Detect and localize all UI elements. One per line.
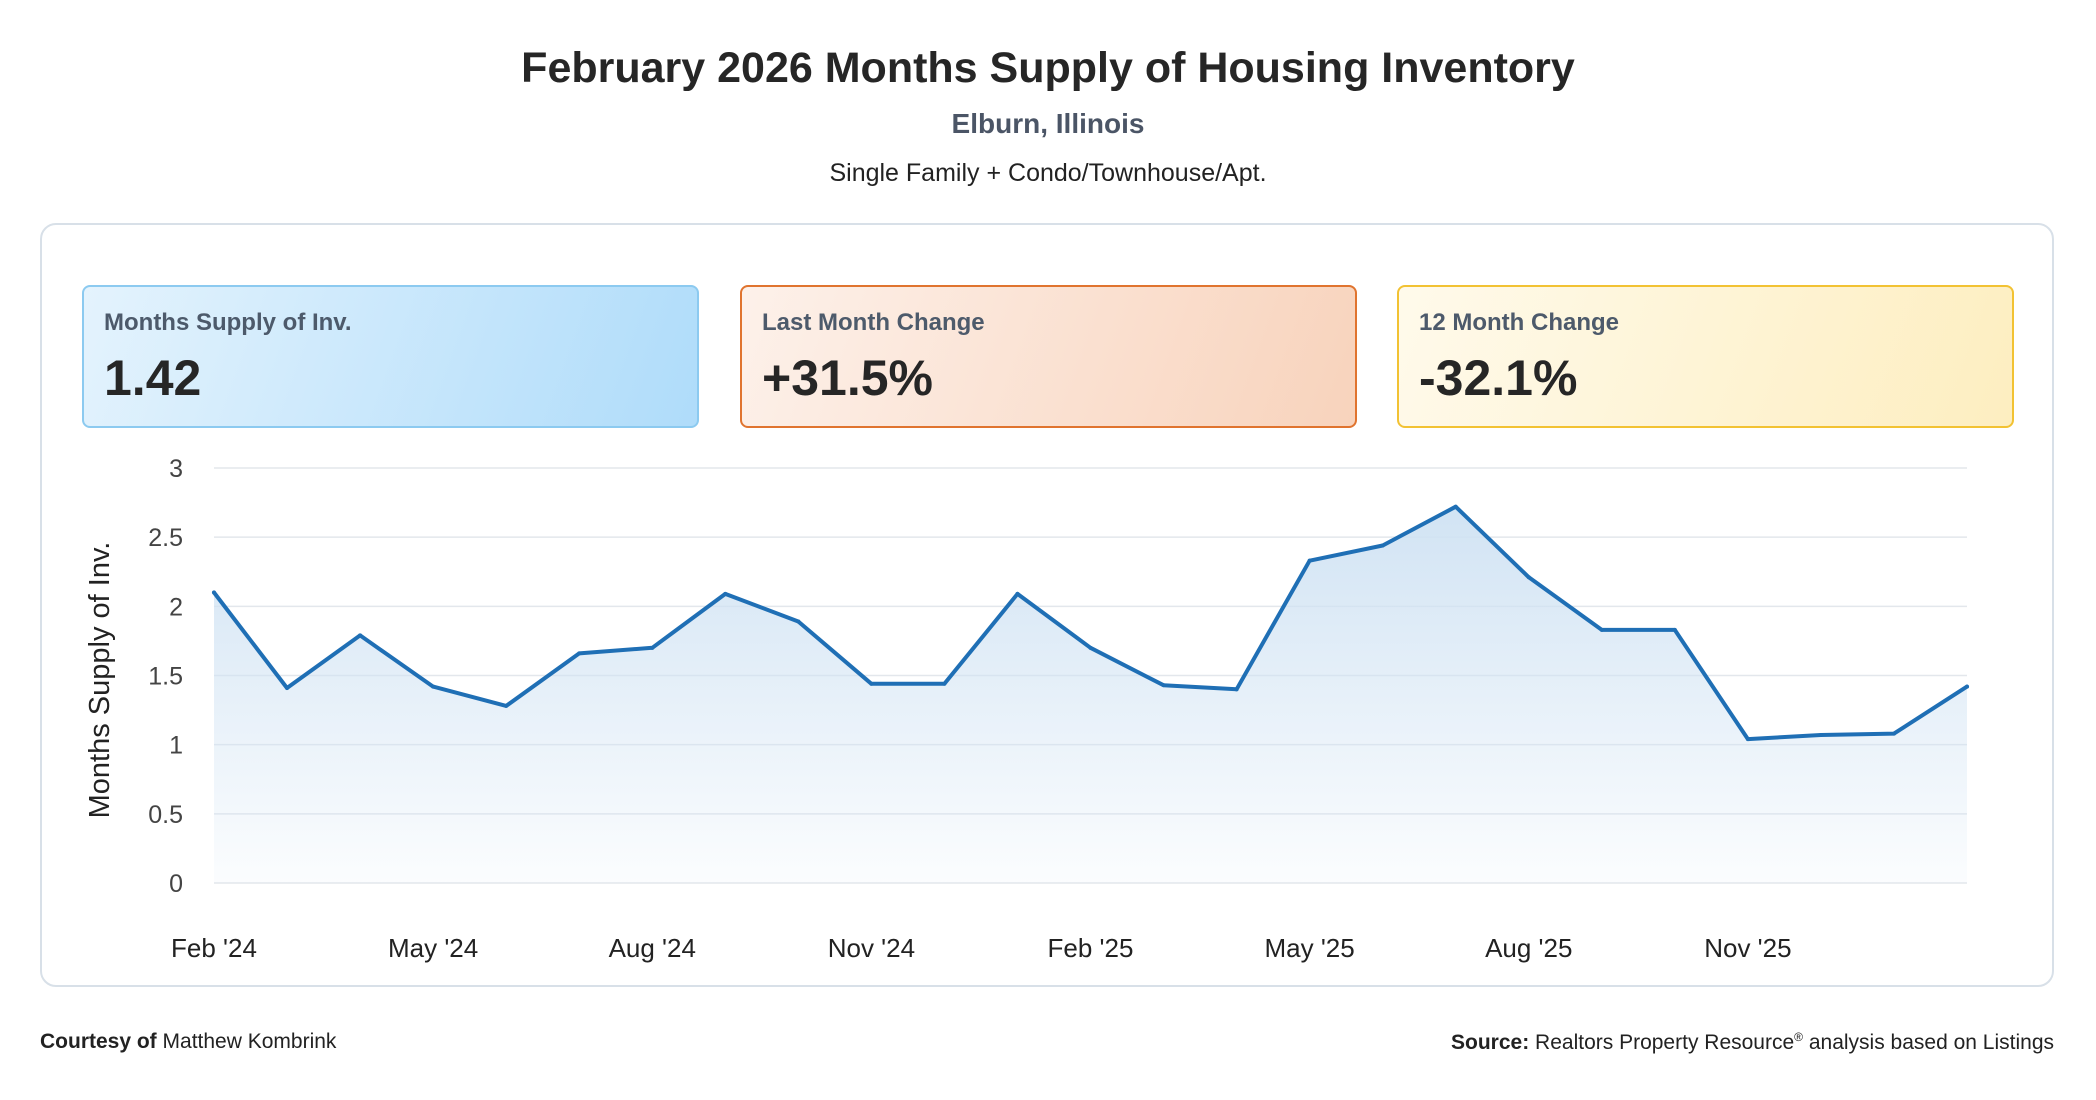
location-subtitle: Elburn, Illinois [951, 108, 1145, 139]
data-point [1599, 627, 1604, 632]
series-line-group [212, 504, 1969, 742]
series-area-fill [214, 506, 1967, 883]
x-axis-ticks: Feb '24 May '24 Aug '24 Nov '24 Feb '25 May '… [171, 933, 1792, 963]
data-point [1745, 737, 1750, 742]
card-label: 12 Month Change [1419, 309, 1620, 336]
x-tick-label: Aug '25 [1485, 933, 1572, 963]
data-point [285, 685, 290, 690]
x-tick-label: Feb '24 [171, 933, 257, 963]
y-tick-label: 0 [169, 870, 183, 898]
data-point [1891, 731, 1896, 736]
y-axis-ticks: 0 0.5 1 1.5 2 2.5 3 [148, 455, 183, 898]
y-tick-label: 1.5 [148, 663, 183, 691]
data-point [1818, 732, 1823, 737]
card-label: Months Supply of Inv. [104, 309, 352, 336]
card-value: +31.5% [762, 350, 933, 406]
data-point [1088, 645, 1093, 650]
card-value: 1.42 [104, 350, 202, 406]
data-point [1965, 684, 1969, 689]
last-month-change-card: Last Month Change +31.5% [740, 285, 1357, 428]
y-tick-label: 2 [169, 593, 183, 621]
x-tick-label: May '24 [388, 933, 478, 963]
data-point [431, 684, 436, 689]
card-value: -32.1% [1419, 350, 1578, 406]
data-point [1161, 683, 1166, 688]
x-tick-label: Nov '25 [1704, 933, 1791, 963]
x-tick-label: Feb '25 [1048, 933, 1134, 963]
twelve-month-change-card: 12 Month Change -32.1% [1397, 285, 2014, 428]
data-point [504, 703, 509, 708]
data-point [358, 633, 363, 638]
y-tick-label: 0.5 [148, 801, 183, 829]
data-point [1380, 543, 1385, 548]
registered-mark: ® [1794, 1030, 1803, 1044]
source-text: Realtors Property Resource [1535, 1031, 1795, 1054]
series-area [214, 506, 1967, 883]
courtesy-name: Matthew Kombrink [162, 1030, 337, 1053]
data-point [942, 681, 947, 686]
page-title: February 2026 Months Supply of Housing I… [521, 44, 1575, 92]
property-types-subtitle: Single Family + Condo/Townhouse/Apt. [829, 159, 1267, 187]
months-supply-card: Months Supply of Inv. 1.42 [82, 285, 699, 428]
y-tick-label: 2.5 [148, 524, 183, 552]
data-point [1453, 504, 1458, 509]
courtesy-footer: Courtesy of Matthew Kombrink [40, 1030, 336, 1054]
data-point [1307, 558, 1312, 563]
x-tick-label: Aug '24 [609, 933, 696, 963]
data-point [723, 591, 728, 596]
data-point [1234, 687, 1239, 692]
y-tick-label: 3 [169, 455, 183, 483]
courtesy-label: Courtesy of [40, 1030, 157, 1053]
line-chart: 0 0.5 1 1.5 2 2.5 3 Feb '24 May '24 Aug '24 Nov '… [84, 455, 1969, 963]
x-tick-label: May '25 [1265, 933, 1355, 963]
data-point [1526, 575, 1531, 580]
source-label: Source: [1451, 1031, 1530, 1054]
data-point [577, 651, 582, 656]
x-tick-label: Nov '24 [828, 933, 915, 963]
data-point [1015, 591, 1020, 596]
data-point [869, 681, 874, 686]
data-point [1672, 627, 1677, 632]
source-suffix: analysis based on Listings [1808, 1031, 2054, 1054]
y-tick-label: 1 [169, 732, 183, 760]
data-point [796, 619, 801, 624]
source-footer: Source: Realtors Property Resource® anal… [1451, 1030, 2054, 1055]
data-point [212, 590, 216, 595]
card-label: Last Month Change [762, 309, 985, 336]
data-point [650, 645, 655, 650]
y-axis-label: Months Supply of Inv. [84, 542, 116, 819]
